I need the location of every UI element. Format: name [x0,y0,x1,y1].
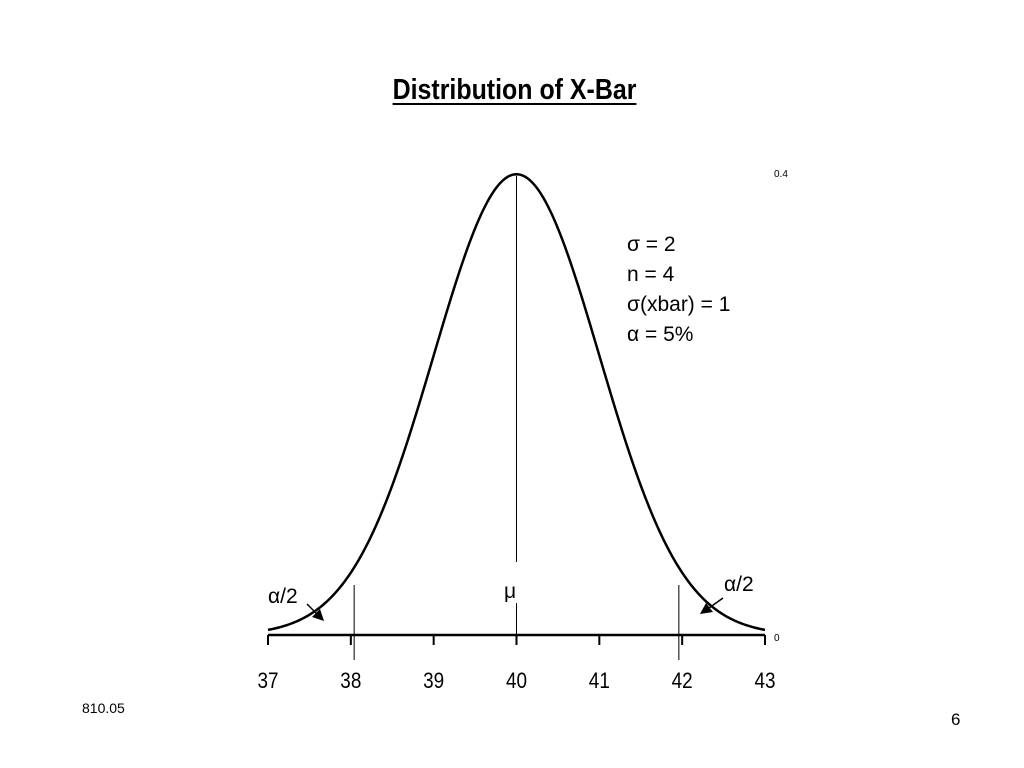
x-tick-label: 41 [589,669,610,694]
slide-title: Distribution of X-Bar [74,74,955,107]
normal-curve [267,172,766,632]
y-tick-label-bottom: 0 [774,633,780,644]
slide-title-text: Distribution of X-Bar [392,74,637,106]
mu-label: μ [504,580,516,603]
alpha-half-label-right: α/2 [724,573,754,596]
x-tick-label: 42 [672,669,693,694]
alpha-half-label-left: α/2 [268,585,298,608]
param-alpha: α = 5% [627,323,694,346]
param-sigma-xbar: σ(xbar) = 1 [627,293,731,316]
arrow-left-head [312,609,324,621]
arrow-right-shaft [708,597,724,609]
x-tick-label: 40 [506,669,527,694]
parameter-box: σ = 2 n = 4 σ(xbar) = 1 α = 5% [627,230,730,350]
x-tick-label: 43 [754,669,775,694]
param-n: n = 4 [627,263,675,286]
chart-labels: μ α/2 α/2 [268,573,754,621]
curve-group [267,172,766,632]
arrow-right-head [700,603,713,614]
footer-code: 810.05 [82,700,125,716]
y-tick-label-top: 0.4 [774,169,788,180]
x-tick-label: 37 [257,669,278,694]
reference-lines [353,176,680,660]
page-number: 6 [951,710,961,729]
x-tick-label: 38 [340,669,361,694]
param-sigma: σ = 2 [627,233,676,256]
x-tick-label: 39 [423,669,444,694]
